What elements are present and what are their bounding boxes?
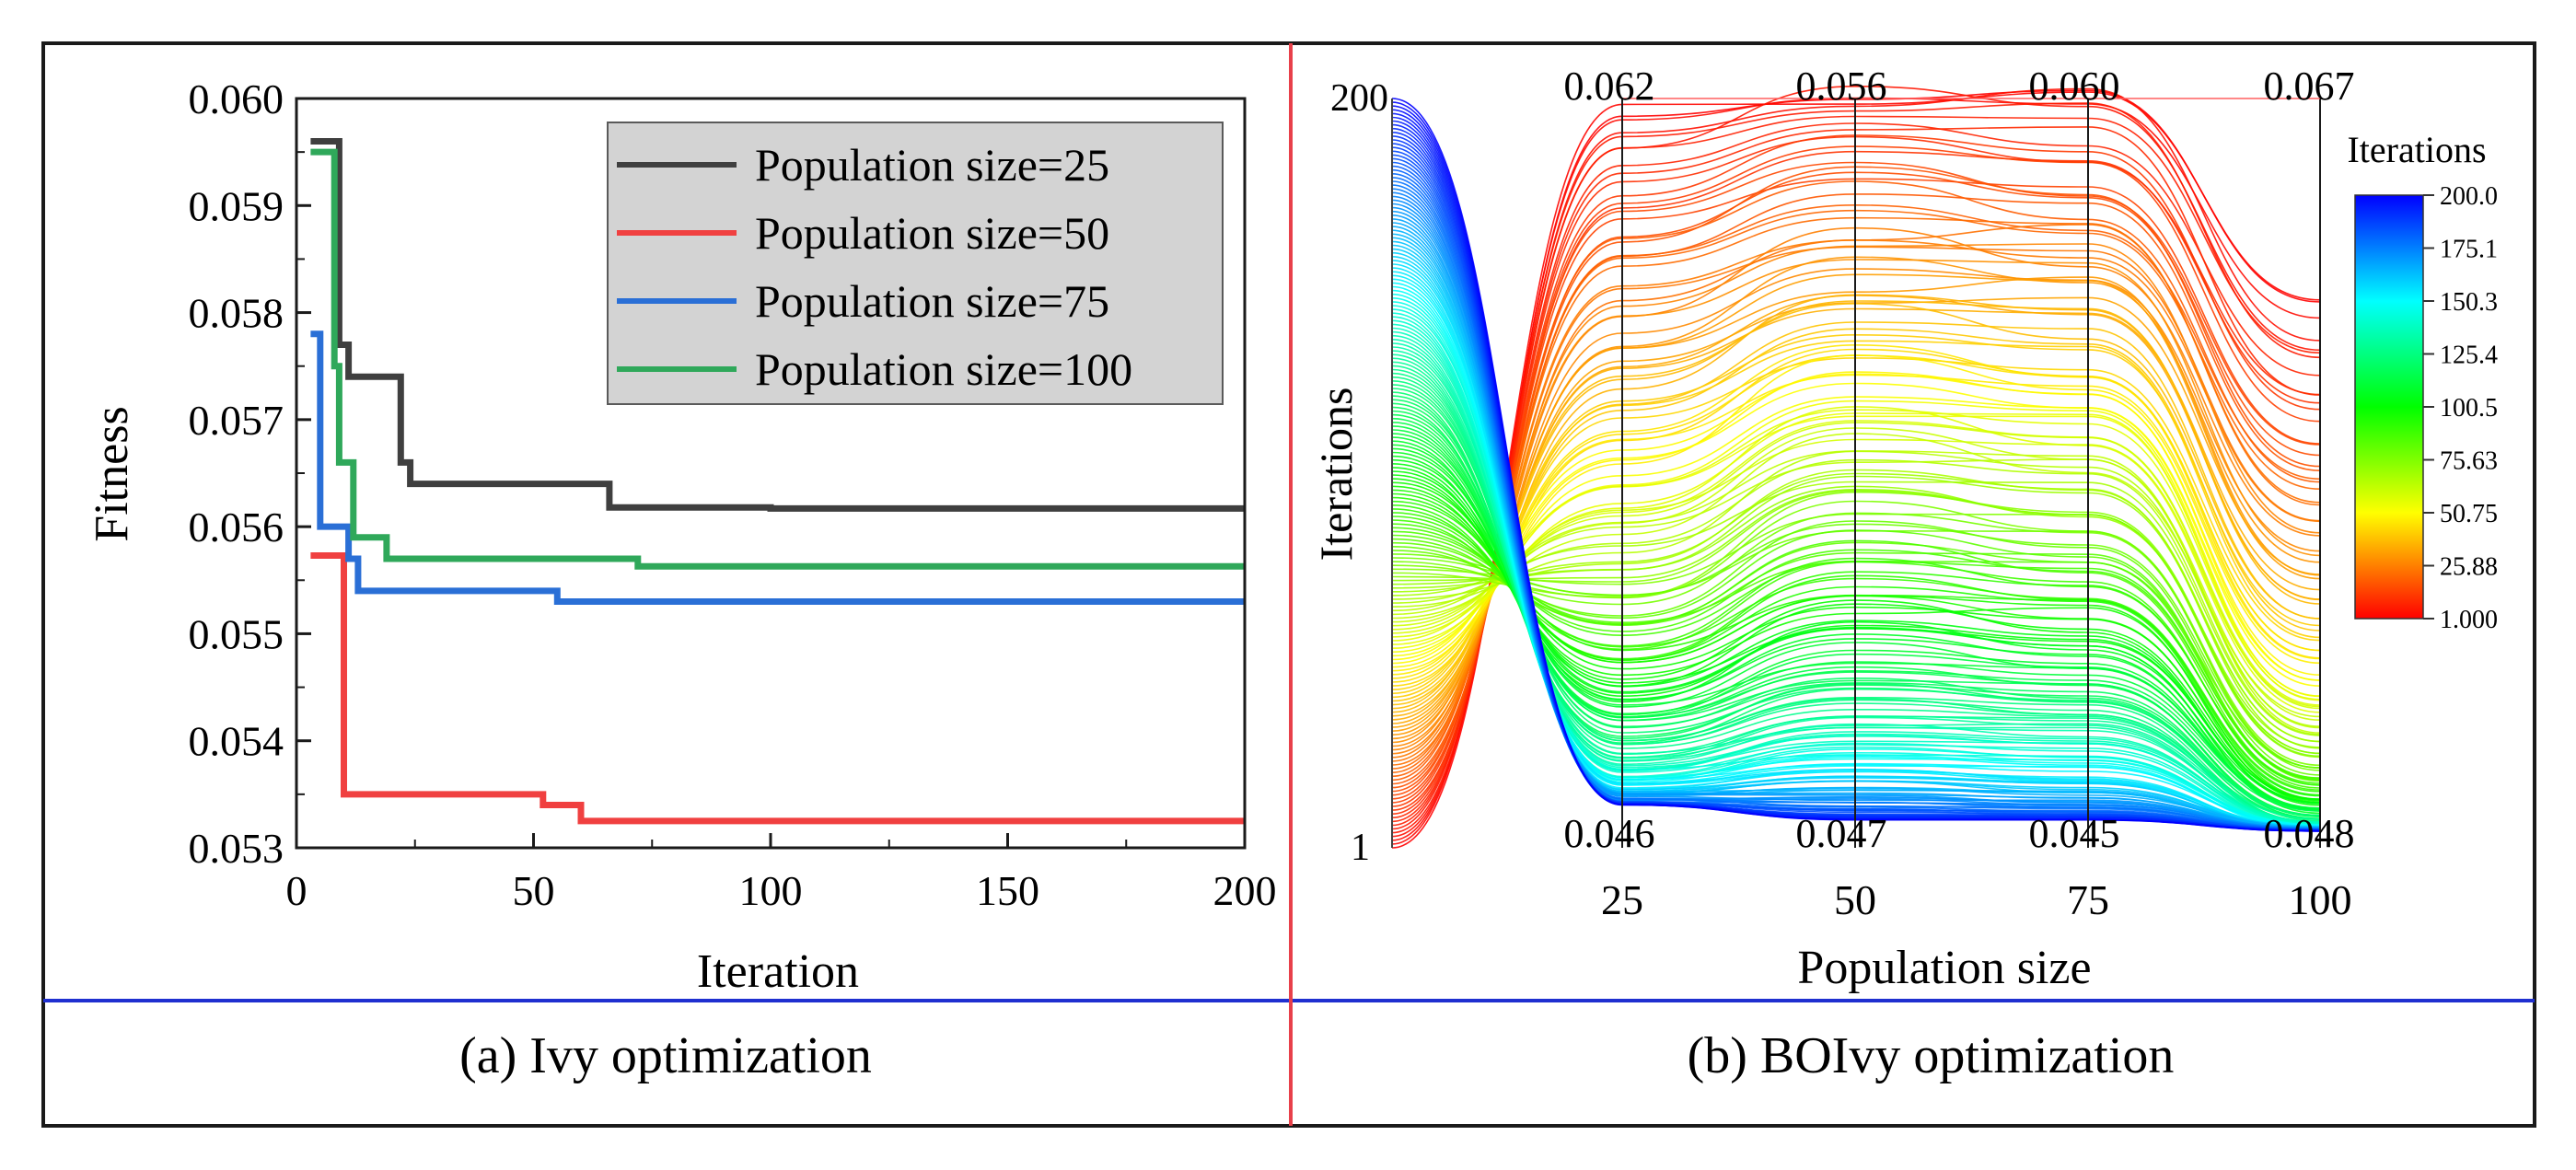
colorbar-tick-label: 50.75 [2440,500,2498,528]
legend-label-4: Population size=100 [755,343,1132,395]
colorbar-tick-label: 150.3 [2440,288,2498,317]
legend-items: Population size=25 Population size=50 Popu… [617,139,1132,395]
axis-bottom-value-25: 0.046 [1564,811,1655,856]
y-tick-label: 0.058 [189,290,284,337]
caption-right: (b) BOIvy optimization [1688,1027,2175,1084]
parallel-lines-layer [1391,85,2321,849]
series-layer [310,138,1245,825]
right-x-axis-label: Population size [1797,942,2091,994]
axis-bottom-value-75: 0.045 [2029,811,2120,856]
axis-top-value-75: 0.060 [2029,64,2120,109]
series-line-1 [310,138,1245,512]
colorbar-tick-label: 125.4 [2440,342,2498,370]
parallel-line [1391,98,2321,832]
iteration-top-label: 200 [1330,77,1388,120]
parallel-line [1391,475,2321,743]
axis-top-value-100: 0.067 [2264,64,2355,109]
axis-label-75: 75 [2067,876,2109,923]
parallel-line [1391,357,2321,828]
x-tick-label: 50 [513,867,555,914]
y-tick-label: 0.053 [189,825,284,872]
x-tick-label: 200 [1213,867,1277,914]
colorbar-tick-label: 100.5 [2440,394,2498,423]
series-line-4 [310,148,1245,570]
parallel-line [1391,523,2321,769]
parallel-line [1391,273,2321,732]
x-tick-label: 150 [976,867,1039,914]
axis-label-25: 25 [1601,876,1643,923]
right-y-axis-label: Iterations [1310,388,1362,562]
parallel-line [1391,334,2321,824]
y-tick-label: 0.057 [189,397,284,444]
series-line-2 [310,552,1245,825]
ivy-line-chart: Fitness Iteration 0 50 100 150 200 0.053 0.054… [86,75,1277,998]
parallel-line [1391,500,2321,767]
parallel-line [1391,391,2321,817]
caption-left: (a) Ivy optimization [459,1027,872,1084]
y-tick-label: 0.056 [189,504,284,550]
axis-bottom-value-100: 0.048 [2264,811,2355,856]
parallel-line [1391,226,2321,755]
legend-label-1: Population size=25 [755,139,1109,191]
colorbar-title: Iterations [2347,129,2486,170]
parallel-line [1391,458,2321,729]
colorbar-ticks: 200.0 175.1 150.3 125.4 100.5 75.63 50.75 25.88… [2423,182,2498,634]
parallel-line [1391,513,2321,758]
series-line-3 [310,330,1245,605]
axis-label-100: 100 [2289,876,2352,923]
colorbar-tick-label: 1.000 [2440,606,2498,634]
colorbar-tick-label: 200.0 [2440,182,2498,211]
parallel-line [1391,481,2321,736]
legend-label-3: Population size=75 [755,275,1109,327]
plot-area-frame [295,97,1247,850]
axis-label-50: 50 [1834,876,1876,923]
parallel-line [1391,450,2321,727]
legend-label-2: Population size=50 [755,207,1109,259]
colorbar-tick-label: 75.63 [2440,447,2498,476]
axis-top-value-50: 0.056 [1796,64,1887,109]
x-axis-label: Iteration [697,945,859,998]
colorbar-tick-label: 25.88 [2440,553,2498,582]
legend: Population size=25 Population size=50 Popu… [607,122,1224,405]
boivy-parallel-chart: 200 1 Iterations Population size 25 50 7… [1310,64,2498,994]
parallel-line [1391,300,2321,713]
legend-box [607,122,1224,405]
parallel-line [1391,321,2321,706]
y-tick-label: 0.060 [189,75,284,122]
y-tick-label: 0.055 [189,610,284,657]
colorbar: Iterations 200.0 175.1 150.3 125.4 100.5 75.6… [2347,129,2498,634]
axis-bottom-value-50: 0.047 [1796,811,1887,856]
y-axis-label: Fitness [86,406,138,541]
iteration-bottom-label: 1 [1351,827,1370,869]
y-tick-label: 0.054 [189,718,284,765]
colorbar-tick-label: 175.1 [2440,236,2498,264]
x-tick-label: 0 [286,867,307,914]
y-tick-label: 0.059 [189,182,284,229]
x-tick-label: 100 [739,867,803,914]
colorbar-gradient [2354,194,2424,620]
axis-top-value-25: 0.062 [1564,64,1655,109]
parallel-line [1391,469,2321,743]
parallel-line [1391,406,2321,817]
